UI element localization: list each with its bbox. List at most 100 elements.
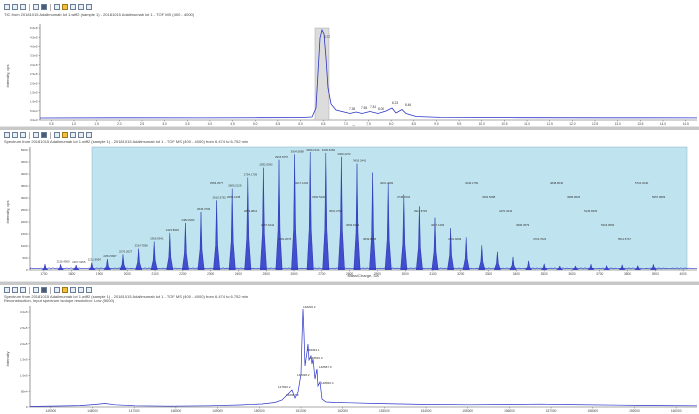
- tic-peak-label: 7.65: [361, 106, 367, 110]
- x-tick-label: 2200: [179, 272, 186, 276]
- zoom-in-icon[interactable]: [12, 287, 18, 293]
- mz-spectrum-chart[interactable]: Intensity, cps 0 500 1000 1500 2000 2500 3000 3…: [0, 144, 699, 278]
- x-tick-label: 2700: [318, 272, 325, 276]
- tic-peak-label: 7.38: [349, 107, 355, 111]
- x-tick-label: 149000: [212, 409, 223, 413]
- y-tick-label: 3.0e5: [20, 310, 28, 314]
- print-icon[interactable]: [70, 287, 76, 293]
- pan-icon[interactable]: [33, 287, 39, 293]
- mz-peak: [73, 265, 79, 270]
- select-icon[interactable]: [4, 132, 10, 138]
- pan-icon[interactable]: [33, 132, 39, 138]
- y-tick-label: 2.0e5: [20, 342, 28, 346]
- y-tick-label: 5000: [21, 148, 28, 152]
- x-tick-label: 158000: [587, 409, 598, 413]
- y-tick-label: 1000: [21, 244, 28, 248]
- zoom-out-icon[interactable]: [20, 287, 26, 293]
- mz-peak-label: 2583.2577: [210, 181, 224, 185]
- mz-peak-label: 2695.1238: [227, 195, 241, 199]
- x-tick-label: 2500: [263, 272, 270, 276]
- peak-label-icon[interactable]: [54, 132, 60, 138]
- tic-trace: [40, 30, 697, 118]
- mz-peak-label: 3309.4272: [337, 152, 351, 156]
- pan-icon[interactable]: [33, 4, 39, 10]
- copy-icon[interactable]: [78, 287, 84, 293]
- x-tick-label: 154000: [421, 409, 432, 413]
- print-icon[interactable]: [70, 4, 76, 10]
- mz-peak-label: 2680.2129: [228, 184, 242, 188]
- y-tick-label: 4.5e5: [30, 35, 38, 39]
- tic-peak-label: 7.81: [370, 105, 376, 109]
- zoom-out-icon[interactable]: [20, 132, 26, 138]
- recon-peak-label: 148687.9: [319, 365, 332, 369]
- reconstruction-pane: Spectrum from 20181015 Adalimumab lot 1.…: [0, 285, 699, 414]
- x-tick-label: 148000: [171, 409, 182, 413]
- mz-peak-label: 2832.5542: [259, 163, 273, 167]
- mz-y-ticks: 0500100015002000250030003500400045005000: [21, 148, 30, 272]
- y-tick-label: 1.0e5: [30, 100, 38, 104]
- x-tick-label: 3300: [485, 272, 492, 276]
- copy-icon[interactable]: [78, 132, 84, 138]
- mz-peak-label: 2610.5762: [213, 195, 227, 199]
- x-tick-label: 156000: [504, 409, 515, 413]
- mz-peak-label: 2116.4500: [57, 259, 70, 263]
- mz-peak-label: 5145.8325: [584, 209, 598, 213]
- zoom-in-icon[interactable]: [12, 132, 18, 138]
- y-tick-label: 2.5e5: [30, 72, 38, 76]
- settings-icon[interactable]: [62, 287, 68, 293]
- mz-peak-label: 3745.1504: [397, 195, 411, 199]
- export-icon[interactable]: [86, 132, 92, 138]
- print-icon[interactable]: [70, 132, 76, 138]
- zoom-in-icon[interactable]: [12, 4, 18, 10]
- y-tick-label: 3500: [21, 184, 28, 188]
- reset-icon[interactable]: [41, 132, 47, 138]
- select-icon[interactable]: [4, 287, 10, 293]
- settings-icon[interactable]: [62, 4, 68, 10]
- y-tick-label: 2000: [21, 220, 28, 224]
- x-tick-label: 147000: [129, 409, 140, 413]
- y-tick-label: 0: [26, 405, 28, 409]
- x-tick-label: 159000: [629, 409, 640, 413]
- x-tick-label: 2100: [152, 272, 159, 276]
- select-icon[interactable]: [4, 4, 10, 10]
- mz-peak-label: 4246.1750: [465, 181, 479, 185]
- mz-x-axis-label: Mass/Charge, Da: [347, 273, 379, 278]
- settings-icon[interactable]: [62, 132, 68, 138]
- reset-icon[interactable]: [41, 287, 47, 293]
- reconstruction-chart[interactable]: Intensity 0 50e4 1.0e5 1.5e5 2.0e5 2.5e5 3.0e5…: [0, 304, 699, 414]
- export-icon[interactable]: [86, 287, 92, 293]
- y-tick-label: 500: [22, 256, 27, 260]
- reset-icon[interactable]: [41, 4, 47, 10]
- export-icon[interactable]: [86, 4, 92, 10]
- mz-spectrum-pane: Spectrum from 20181015 Adalimumab lot 1.…: [0, 130, 699, 278]
- mz-peak-label: 2423.8940: [166, 228, 180, 232]
- mz-peak-label: 3849.8245: [363, 237, 377, 241]
- y-tick-label: 3000: [21, 196, 28, 200]
- mz-peak-label: 4848.8040: [550, 181, 564, 185]
- mz-peak-label: 3669.6162: [346, 223, 360, 227]
- y-tick-label: 4500: [21, 160, 28, 164]
- recon-y-ticks: 050e41.0e51.5e52.0e52.5e53.0e5: [20, 310, 30, 409]
- recon-x-ticks: 145000 146000 147000 148000 149000 150000 1510…: [46, 407, 682, 413]
- y-tick-label: 0.0e0: [30, 118, 38, 122]
- mz-peak-label: 5511.5747: [618, 237, 631, 241]
- mz-peak-label: 3911.8745: [414, 209, 427, 213]
- tic-chart[interactable]: Intensity, cps 0.0e0 5.0e4 1.0e5 1.5e5 2.0e5…: [0, 18, 699, 130]
- mz-peak-label: 3217.1226: [295, 181, 309, 185]
- zoom-out-icon[interactable]: [20, 4, 26, 10]
- toolbar-separator: [29, 287, 30, 294]
- copy-icon[interactable]: [78, 4, 84, 10]
- y-tick-label: 0: [26, 268, 28, 272]
- toolbar-separator: [50, 132, 51, 139]
- tic-peak-label: 8.23: [392, 101, 398, 105]
- x-tick-label: 3000: [402, 272, 409, 276]
- peak-label-icon[interactable]: [54, 287, 60, 293]
- x-tick-label: 146000: [87, 409, 98, 413]
- peak-label-icon[interactable]: [54, 4, 60, 10]
- recon-peak-label: 148067.8: [286, 393, 299, 397]
- mz-peak-label: 2754.1709: [244, 172, 258, 176]
- y-tick-label: 1.5e5: [20, 358, 28, 362]
- y-tick-label: 4000: [21, 172, 28, 176]
- x-tick-label: 150000: [254, 409, 265, 413]
- mz-peak-label: 4352.5288: [482, 195, 496, 199]
